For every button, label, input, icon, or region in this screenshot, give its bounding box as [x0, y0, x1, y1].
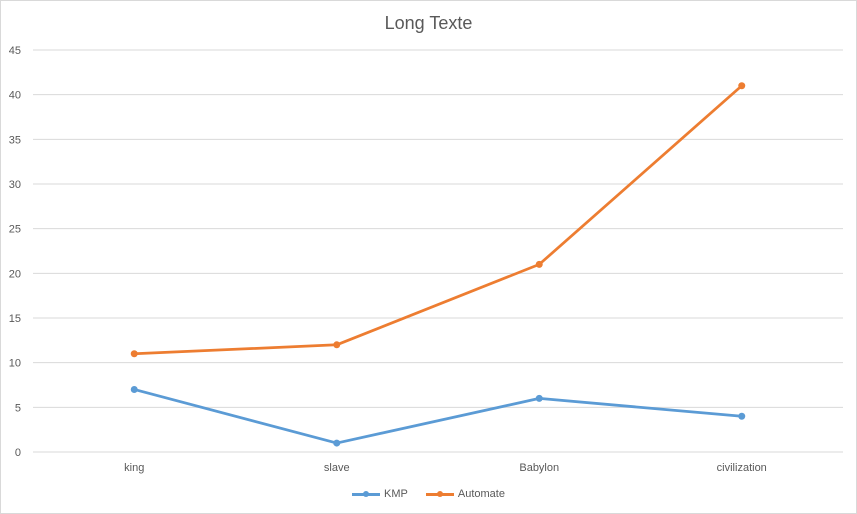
- legend-swatch-automate: [425, 489, 454, 499]
- y-tick-label-45: 45: [9, 45, 21, 57]
- data-point-automate-babylon: [535, 260, 543, 268]
- y-tick-label-20: 20: [9, 268, 21, 280]
- x-tick-label-babylon: Babylon: [519, 462, 559, 474]
- x-tick-label-king: king: [124, 462, 144, 474]
- legend-item-kmp: KMP: [352, 488, 408, 500]
- chart-title: Long Texte: [384, 13, 473, 33]
- data-point-kmp-king: [130, 385, 138, 393]
- legend-label-kmp: KMP: [384, 488, 408, 500]
- y-tick-label-35: 35: [9, 134, 21, 146]
- x-tick-label-civilization: civilization: [717, 462, 767, 474]
- y-tick-label-0: 0: [15, 447, 21, 459]
- y-tick-label-25: 25: [9, 224, 21, 236]
- legend-swatch-kmp: [352, 489, 381, 499]
- series-line-kmp: [132, 388, 744, 445]
- data-point-kmp-babylon: [535, 394, 543, 402]
- x-tick-label-slave: slave: [324, 462, 350, 474]
- data-point-automate-slave: [333, 341, 341, 349]
- legend-item-automate: Automate: [425, 488, 505, 500]
- legend-label-automate: Automate: [457, 488, 505, 500]
- y-tick-label-30: 30: [9, 179, 21, 191]
- y-tick-label-15: 15: [9, 313, 21, 325]
- y-tick-label-10: 10: [9, 358, 21, 370]
- series-line-automate: [132, 84, 744, 356]
- data-point-automate-king: [130, 350, 138, 358]
- y-tick-label-40: 40: [9, 90, 21, 102]
- data-point-automate-civilization: [738, 82, 746, 90]
- y-tick-label-5: 5: [15, 402, 21, 414]
- legend: KMP Automate: [1, 488, 856, 500]
- data-point-kmp-slave: [333, 439, 341, 447]
- data-point-kmp-civilization: [738, 412, 746, 420]
